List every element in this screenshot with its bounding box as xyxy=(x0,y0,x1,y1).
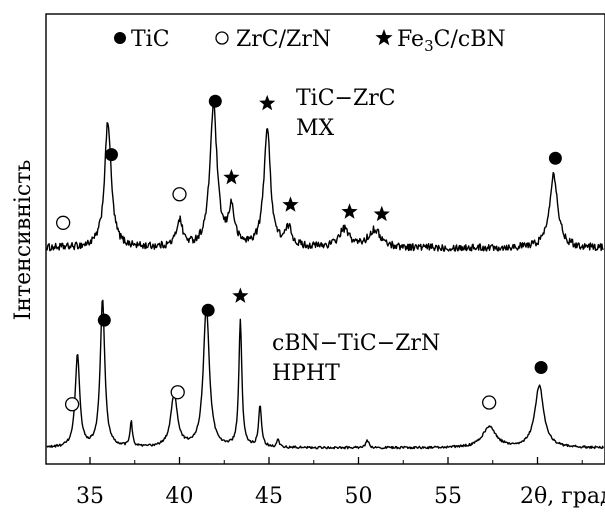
peak-marker-filled-circle-s2-1 xyxy=(97,313,111,327)
series-label-2-line1: cBN−TiC−ZrN xyxy=(272,331,440,356)
peak-marker-filled-circle-s1-9 xyxy=(548,151,562,165)
plot-frame xyxy=(45,13,605,465)
peak-marker-star-s1-5 xyxy=(223,168,240,185)
peak-marker-star-s2-4 xyxy=(232,287,249,303)
peak-marker-star-s1-6 xyxy=(282,196,299,212)
legend: TiC ZrC/ZrN Fe3C/cBN xyxy=(114,27,506,55)
peak-marker-star-s1-8 xyxy=(373,205,390,222)
x-tick-label-45: 45 xyxy=(255,484,283,509)
peak-marker-filled-circle-s1-3 xyxy=(208,94,222,108)
legend-marker-tic xyxy=(114,32,126,44)
peak-marker-open-circle-s2-2 xyxy=(170,385,185,400)
series-label-2-line2: HPHT xyxy=(272,361,340,386)
series-label-1-line1: TiC−ZrC xyxy=(296,86,396,111)
peak-marker-filled-circle-s2-6 xyxy=(534,361,548,375)
series-line-2 xyxy=(46,299,604,450)
x-tick-label-40: 40 xyxy=(166,484,194,509)
series-label-1-line2: MX xyxy=(296,116,335,141)
peak-marker-open-circle-s2-5 xyxy=(482,395,497,410)
peak-marker-open-circle-s2-0 xyxy=(64,397,80,412)
peak-marker-star-s1-7 xyxy=(341,203,358,219)
peak-marker-star-s1-4 xyxy=(259,94,276,111)
x-axis-label: 2θ, град xyxy=(520,484,605,509)
x-tick-label-55: 55 xyxy=(434,484,462,509)
legend-marker-star xyxy=(375,29,393,46)
y-axis-label: Інтенсивність xyxy=(11,160,36,321)
peak-marker-filled-circle-s2-3 xyxy=(201,303,215,317)
peak-marker-filled-circle-s1-1 xyxy=(104,148,118,162)
x-tick-label-35: 35 xyxy=(76,484,104,509)
x-tick-label-50: 50 xyxy=(345,484,373,509)
series-line-1 xyxy=(46,103,604,252)
legend-label-fe: Fe3C/cBN xyxy=(397,27,506,55)
peak-marker-open-circle-s1-2 xyxy=(172,187,187,202)
legend-label-tic: TiC xyxy=(131,27,170,52)
peak-marker-open-circle-s1-0 xyxy=(56,215,71,230)
legend-marker-zrc xyxy=(215,31,229,45)
legend-label-zrc: ZrC/ZrN xyxy=(236,27,331,52)
